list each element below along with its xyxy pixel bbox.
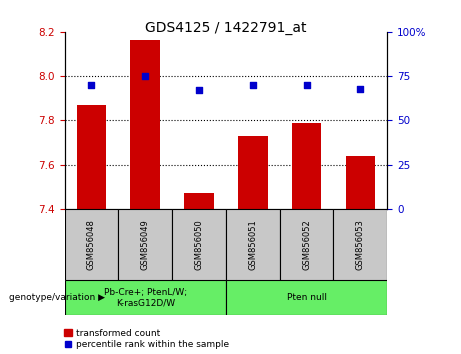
Bar bbox=[346, 156, 375, 209]
Text: GSM856052: GSM856052 bbox=[302, 219, 311, 270]
Bar bbox=[65, 280, 226, 315]
Bar bbox=[280, 209, 333, 280]
Point bbox=[195, 87, 203, 93]
Point bbox=[88, 82, 95, 88]
Bar bbox=[292, 122, 321, 209]
Text: GSM856051: GSM856051 bbox=[248, 219, 257, 270]
Point bbox=[249, 82, 256, 88]
Point bbox=[303, 82, 310, 88]
Bar bbox=[118, 209, 172, 280]
Bar bbox=[130, 40, 160, 209]
Bar bbox=[226, 209, 280, 280]
Point bbox=[357, 86, 364, 91]
Text: GSM856048: GSM856048 bbox=[87, 219, 96, 270]
Text: GSM856050: GSM856050 bbox=[195, 219, 203, 270]
Text: genotype/variation ▶: genotype/variation ▶ bbox=[9, 293, 105, 302]
Text: GSM856053: GSM856053 bbox=[356, 219, 365, 270]
Bar bbox=[77, 105, 106, 209]
Legend: transformed count, percentile rank within the sample: transformed count, percentile rank withi… bbox=[65, 329, 229, 349]
Text: Pb-Cre+; PtenL/W;
K-rasG12D/W: Pb-Cre+; PtenL/W; K-rasG12D/W bbox=[104, 288, 187, 307]
Bar bbox=[238, 136, 267, 209]
Bar bbox=[172, 209, 226, 280]
Bar bbox=[333, 209, 387, 280]
Text: GSM856049: GSM856049 bbox=[141, 219, 150, 270]
Bar bbox=[65, 209, 118, 280]
Text: Pten null: Pten null bbox=[287, 293, 326, 302]
Text: GDS4125 / 1422791_at: GDS4125 / 1422791_at bbox=[145, 21, 307, 35]
Bar bbox=[184, 193, 214, 209]
Bar bbox=[226, 280, 387, 315]
Point bbox=[142, 73, 149, 79]
